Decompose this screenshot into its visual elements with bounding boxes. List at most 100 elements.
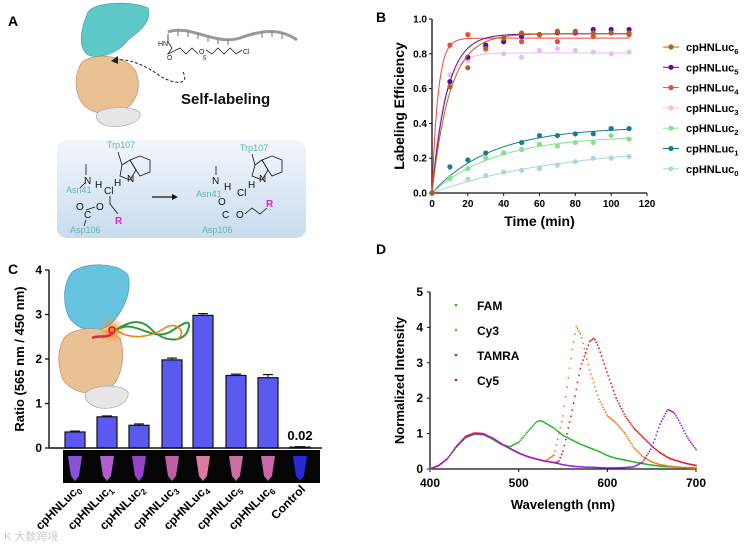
spectrum-point-cy5: [496, 440, 499, 443]
spectrum-point-cy5: [451, 450, 454, 453]
spectrum-point-cy5: [661, 417, 664, 420]
spectrum-point-tamra: [618, 402, 620, 405]
protein-structure-a: [75, 2, 150, 127]
spectrum-point-cy5: [478, 433, 481, 435]
fit-line-5: [431, 33, 630, 194]
n-trp-right: N: [259, 174, 266, 185]
data-point-6: [608, 30, 614, 36]
spectrum-point-cy5: [466, 435, 469, 438]
spectrum-point-cy5: [692, 444, 695, 447]
spectrum-point-cy5: [441, 462, 443, 464]
spectrum-point-tamra: [578, 374, 580, 377]
spectrum-point-tamra: [574, 395, 576, 398]
spectrum-point-tamra: [633, 428, 636, 431]
y-tick-label: 1.0: [413, 15, 427, 26]
spectrum-point-tamra: [643, 437, 645, 440]
spectrum-point-cy5: [435, 465, 438, 468]
y-tick-label: 0.4: [413, 119, 427, 130]
spectrum-point-fam: [526, 431, 528, 434]
spectrum-point-cy5: [599, 466, 602, 469]
panel-label-c: C: [8, 261, 18, 277]
y-tick-label: 0.2: [413, 154, 427, 165]
spectrum-point-cy3: [608, 416, 611, 419]
spectrum-point-cy5: [598, 466, 600, 469]
data-point-6: [626, 30, 632, 36]
spectrum-point-tamra: [675, 459, 677, 462]
spectrum-point-tamra: [600, 355, 603, 358]
fit-line-4: [431, 37, 630, 194]
spectrum-point-fam: [551, 426, 554, 429]
spectrum-point-fam: [660, 465, 663, 468]
spectrum-point-cy5: [492, 438, 495, 440]
spectrum-point-tamra: [647, 441, 649, 444]
spectrum-point-fam: [524, 433, 527, 435]
y-tick-label: 2: [416, 391, 423, 405]
cl-ion-right: Cl: [237, 188, 246, 199]
spectrum-point-cy5: [457, 443, 459, 446]
spectrum-point-fam: [635, 461, 637, 464]
y-axis-label: Ratio (565 nm / 450 nm): [12, 286, 27, 431]
spectrum-point-cy5: [606, 467, 608, 469]
spectrum-point-cy3: [633, 447, 636, 450]
legend-label: cpHNLuc4: [686, 83, 739, 97]
spectrum-point-cy5: [649, 448, 652, 451]
o2-left: O: [76, 202, 84, 213]
data-point-6: [518, 30, 525, 36]
spectrum-point-cy3: [643, 456, 645, 459]
spectrum-point-tamra: [576, 381, 579, 384]
legend-label: Cy3: [477, 324, 499, 338]
spectrum-point-tamra: [655, 448, 657, 451]
spectrum-point-fam: [510, 445, 512, 447]
spectrum-point-cy3: [623, 431, 626, 434]
data-point-0: [518, 167, 525, 173]
spectrum-point-tamra: [661, 453, 664, 456]
spectrum-point-cy3: [637, 451, 640, 454]
data-point-0: [536, 166, 543, 172]
data-point-2: [447, 174, 453, 180]
spectrum-point-cy5: [454, 446, 457, 449]
spectrum-point-cy5: [615, 467, 618, 469]
spectrum-point-fam: [542, 420, 544, 423]
legend-label: cpHNLuc6: [686, 42, 739, 56]
tube: [229, 456, 243, 481]
panel-label-b: B: [376, 9, 386, 25]
c-right: C: [222, 210, 229, 221]
spectrum-point-fam: [547, 423, 550, 426]
spectrum-point-fam: [586, 445, 588, 448]
spectrum-point-cy3: [595, 390, 598, 392]
spectrum-point-cy5: [640, 461, 643, 464]
spectrum-point-cy5: [442, 461, 445, 463]
legend-label: cpHNLuc0: [686, 164, 739, 178]
spectrum-point-cy5: [616, 467, 619, 469]
spectrum-point-cy5: [507, 446, 510, 449]
spectrum-point-cy3: [692, 467, 695, 470]
spectrum-point-fam: [625, 459, 628, 462]
bar: [192, 314, 214, 449]
data-point-3: [518, 54, 525, 60]
legend-marker: [454, 353, 458, 357]
spectrum-point-cy3: [628, 439, 631, 442]
spectrum-point-cy3: [631, 444, 634, 446]
spectrum-point-cy3: [548, 457, 551, 459]
spectrum-point-tamra: [590, 339, 592, 342]
spectrum-point-cy5: [571, 465, 574, 468]
asn41-right: Asn41: [196, 189, 222, 199]
spectrum-point-tamra: [688, 463, 691, 465]
spectrum-point-cy3: [547, 458, 550, 460]
spectrum-point-cy5: [523, 454, 526, 457]
arrowhead-icon: [111, 56, 118, 64]
linker-cl: Cl: [243, 49, 250, 56]
data-point-1: [518, 139, 525, 146]
legend-marker: [668, 85, 674, 91]
x-tick-label: 700: [686, 476, 706, 490]
y-tick-label: 3: [35, 308, 42, 322]
spectrum-point-cy3: [592, 381, 595, 384]
bar: [64, 431, 86, 449]
data-point-5: [447, 79, 453, 85]
spectrum-point-cy5: [446, 457, 449, 460]
legend-marker: [668, 44, 674, 50]
spectrum-point-tamra: [558, 460, 560, 462]
x-tick-label: 60: [534, 199, 546, 210]
spectrum-point-tamra: [596, 344, 599, 346]
